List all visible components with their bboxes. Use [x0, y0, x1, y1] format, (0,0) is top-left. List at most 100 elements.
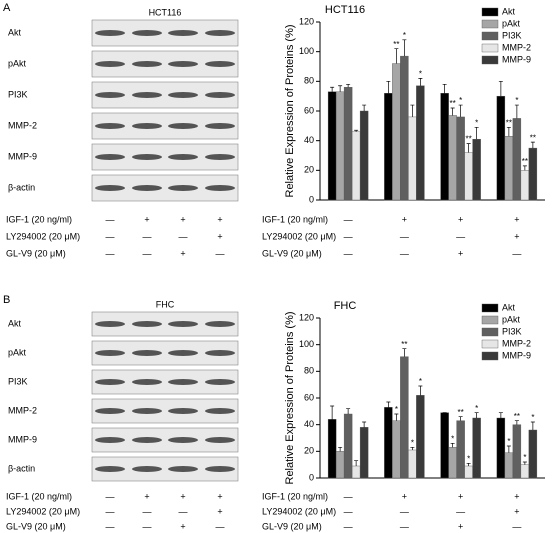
error-bar	[394, 413, 399, 421]
legend-swatch	[481, 327, 499, 337]
legend-label: pAkt	[502, 18, 521, 28]
treatment-sign: —	[344, 506, 353, 516]
blot-label: MMP-9	[8, 434, 37, 444]
treatment-sign: —	[179, 506, 188, 516]
error-bar	[418, 78, 423, 86]
y-tick-label: 100	[299, 46, 314, 56]
treatment-sign: —	[456, 231, 465, 241]
blot-band	[95, 154, 125, 160]
y-tick-label: 20	[304, 446, 314, 456]
treatment-sign: —	[344, 231, 353, 241]
error-bar	[498, 80, 503, 97]
significance: **	[450, 99, 456, 108]
bar	[464, 152, 473, 201]
error-bar	[338, 85, 343, 92]
treatment-sign: +	[402, 491, 407, 501]
blot-band	[168, 350, 198, 356]
error-bar	[330, 86, 335, 92]
error-bar	[498, 412, 503, 418]
treatment-sign: —	[216, 248, 225, 258]
significance: *	[395, 405, 398, 414]
y-tick-label: 80	[304, 366, 314, 376]
bar	[496, 417, 506, 479]
error-bar	[418, 385, 423, 396]
legend-swatch	[481, 303, 499, 313]
significance: *	[531, 413, 534, 422]
bar	[496, 95, 506, 201]
treatment-sign: —	[400, 506, 409, 516]
bar	[359, 110, 369, 201]
bar	[528, 147, 538, 201]
blot-band	[168, 185, 198, 191]
significance: **	[466, 135, 472, 144]
bar	[448, 447, 457, 479]
blot-band	[205, 321, 235, 327]
blot-band	[168, 154, 198, 160]
error-bar	[338, 446, 343, 452]
blot-title: FHC	[156, 299, 175, 309]
blot-band	[168, 466, 198, 472]
blot-band	[168, 437, 198, 443]
treatment-label: IGF-1 (20 ng/ml)	[6, 491, 72, 501]
blot-label: Akt	[8, 27, 22, 37]
treatment-sign: —	[143, 506, 152, 516]
treatment-sign: +	[458, 491, 463, 501]
treatment-sign: —	[143, 231, 152, 241]
error-bar	[522, 165, 527, 171]
bar	[408, 449, 417, 479]
bar	[392, 63, 401, 201]
error-bar	[522, 461, 527, 465]
blot-label: pAkt	[8, 58, 27, 68]
significance: *	[419, 377, 422, 386]
error-bar	[530, 141, 535, 149]
error-bar	[442, 83, 447, 94]
legend-swatch	[481, 55, 499, 65]
bar	[472, 417, 481, 479]
error-bar	[354, 129, 359, 132]
treatment-sign: —	[344, 214, 353, 224]
bar	[384, 407, 393, 479]
error-bar	[466, 143, 471, 153]
blot-band	[132, 123, 162, 129]
blot-band	[95, 350, 125, 356]
treatment-sign: —	[179, 231, 188, 241]
treatment-label: GL-V9 (20 μM)	[6, 248, 66, 258]
treatment-sign: +	[217, 214, 222, 224]
legend-label: PI3K	[502, 326, 522, 336]
bar	[528, 429, 538, 479]
blot-band	[205, 466, 235, 472]
bar	[416, 85, 425, 201]
bar	[400, 356, 409, 479]
bar	[400, 55, 409, 201]
treatment-sign: —	[106, 214, 115, 224]
legend-swatch	[481, 19, 499, 29]
bar	[456, 116, 465, 201]
blot-label: pAkt	[8, 347, 27, 357]
blot-band	[168, 30, 198, 36]
y-tick-label: 40	[304, 135, 314, 145]
treatment-sign: —	[512, 521, 521, 531]
bar	[343, 413, 353, 479]
blot-label: β-actin	[8, 182, 35, 192]
bar	[504, 452, 514, 479]
treatment-sign: —	[344, 491, 353, 501]
blot-band	[205, 123, 235, 129]
significance: **	[530, 133, 536, 142]
error-bar	[410, 446, 415, 450]
bar	[359, 427, 369, 479]
blot-band	[168, 408, 198, 414]
blot-label: Akt	[8, 318, 22, 328]
error-bar	[362, 104, 367, 111]
bar	[327, 419, 337, 479]
bar	[448, 115, 457, 201]
blot-band	[95, 379, 125, 385]
bar	[416, 395, 425, 479]
treatment-label: LY294002 (20 μM)	[6, 506, 80, 516]
bar	[520, 170, 530, 201]
bar	[392, 420, 401, 479]
y-tick-label: 100	[299, 339, 314, 349]
error-bar	[506, 126, 511, 137]
blot-band	[95, 61, 125, 67]
legend-swatch	[481, 339, 499, 349]
treatment-label: LY294002 (20 μM)	[262, 231, 336, 241]
